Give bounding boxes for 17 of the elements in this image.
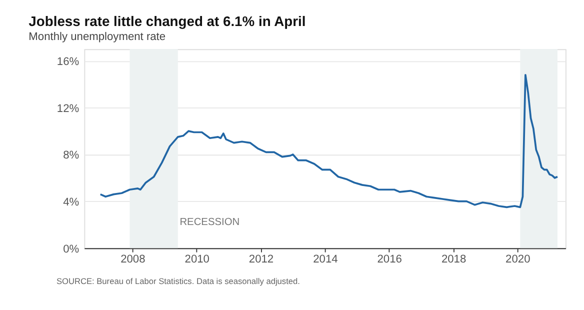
x-tick-label: 2010	[184, 253, 210, 266]
chart-title: Jobless rate little changed at 6.1% in April	[28, 13, 306, 30]
x-tick-label: 2018	[441, 253, 466, 266]
y-tick-label: 0%	[63, 243, 80, 256]
x-tick-label: 2014	[313, 253, 338, 266]
line-series	[99, 74, 558, 208]
y-tick-label: 16%	[56, 56, 80, 68]
source-note: SOURCE: Bureau of Labor Statistics. Data is seasonally adjusted.	[56, 276, 300, 286]
x-tick-label: 2020	[506, 253, 530, 266]
chart-subtitle: Monthly unemployment rate	[28, 30, 166, 43]
y-tick-label: 8%	[63, 150, 80, 162]
x-tick-label: 2008	[120, 253, 146, 266]
y-tick-label: 4%	[63, 196, 80, 208]
y-tick-label: 12%	[56, 102, 80, 115]
band-label: RECESSION	[180, 217, 240, 228]
x-tick-label: 2016	[377, 253, 402, 266]
x-tick-label: 2012	[248, 253, 274, 266]
